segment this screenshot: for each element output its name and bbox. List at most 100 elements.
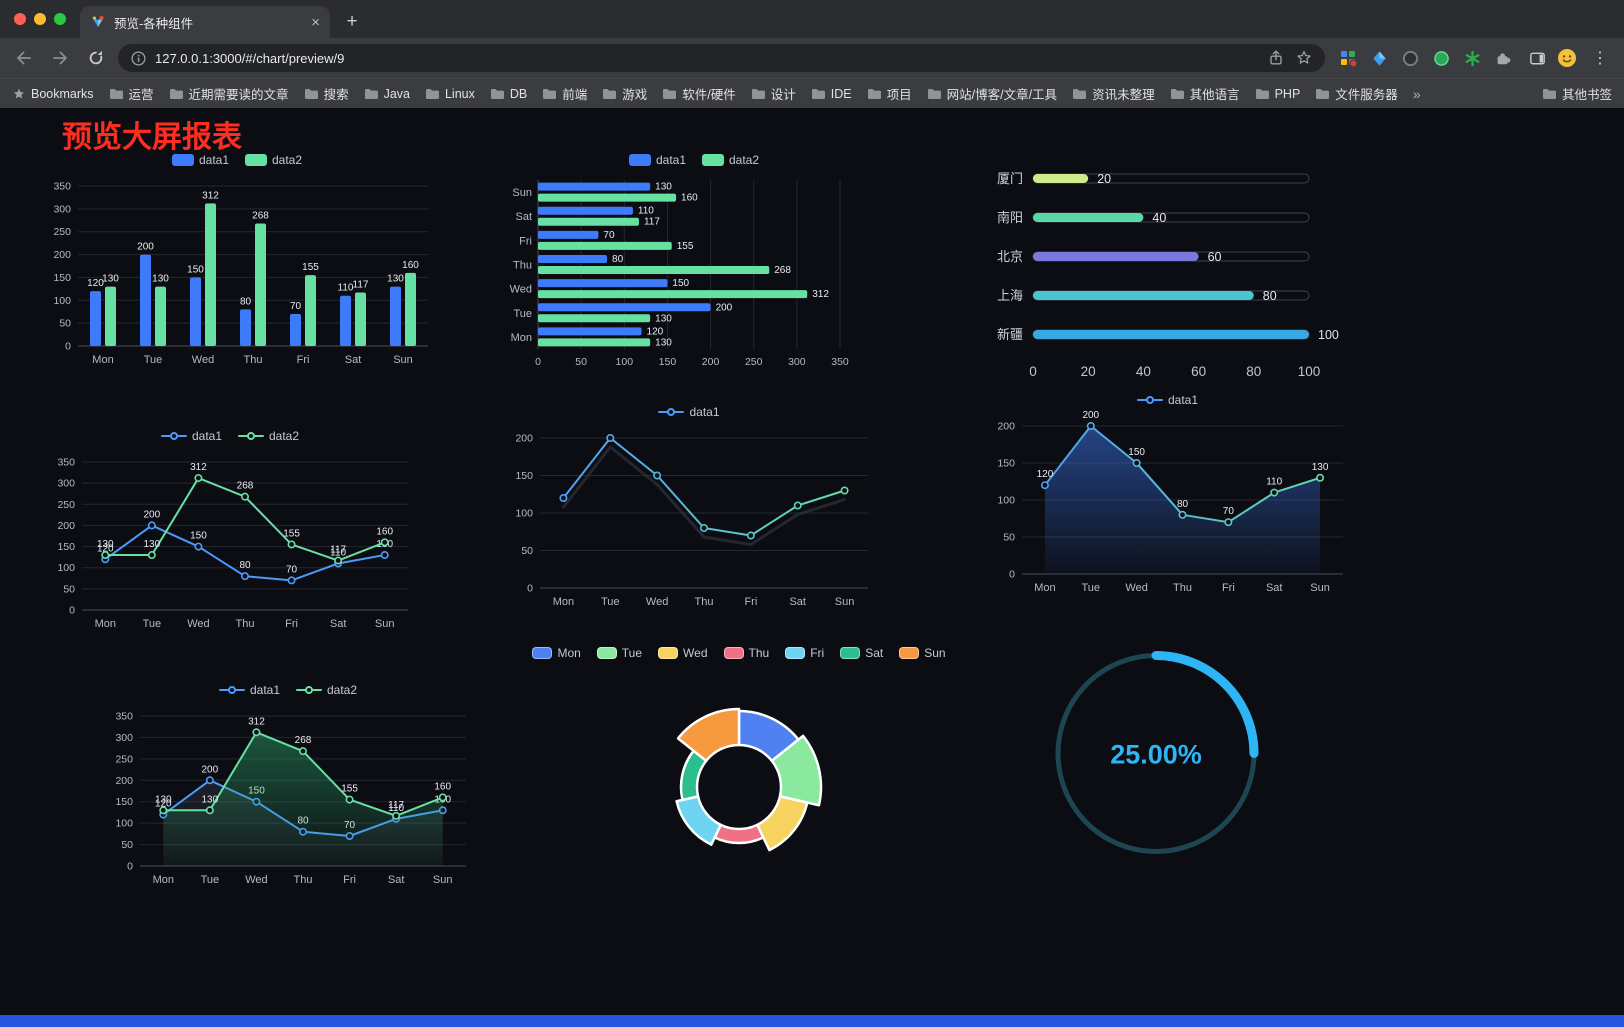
- page-content: 预览大屏报表 data1 data2 0 50 100 150 200 250 300 350 Mo…: [0, 108, 1624, 1027]
- chart-legend: data1: [498, 402, 880, 422]
- svg-text:312: 312: [812, 289, 829, 300]
- reload-button[interactable]: [82, 44, 110, 72]
- bookmark-folder[interactable]: Linux: [425, 87, 475, 101]
- svg-text:Wed: Wed: [187, 618, 209, 630]
- bookmark-folder[interactable]: 近期需要读的文章: [169, 84, 289, 103]
- extension-icon-blue-drop[interactable]: [1368, 47, 1390, 69]
- legend-item[interactable]: Wed: [658, 646, 708, 660]
- legend-item[interactable]: data2: [702, 153, 759, 167]
- svg-text:Thu: Thu: [236, 618, 255, 630]
- svg-text:Sun: Sun: [393, 354, 413, 366]
- legend-item[interactable]: data2: [238, 429, 299, 443]
- folder-icon: [425, 88, 439, 99]
- svg-text:0: 0: [535, 356, 541, 368]
- maximize-window-button[interactable]: [54, 13, 66, 25]
- legend-item[interactable]: Fri: [785, 646, 824, 660]
- bookmark-folder[interactable]: 软件/硬件: [662, 84, 736, 103]
- bookmark-folder[interactable]: 其他语言: [1170, 84, 1240, 103]
- bookmark-folder[interactable]: 前端: [542, 84, 587, 103]
- legend-item[interactable]: data1: [658, 405, 720, 419]
- chart-line-single[interactable]: data1 0 50 100 150 200 Mon Tue Wed Thu Fri Sat Sun: [498, 402, 880, 614]
- bookmark-folder[interactable]: DB: [490, 87, 527, 101]
- bookmark-folder[interactable]: 文件服务器: [1315, 84, 1398, 103]
- profile-avatar[interactable]: [1556, 47, 1578, 69]
- extension-icon-green-circle[interactable]: [1430, 47, 1452, 69]
- legend-item[interactable]: Sun: [899, 646, 946, 660]
- site-info-icon[interactable]: [130, 50, 147, 67]
- bookmark-folder[interactable]: 资讯未整理: [1072, 84, 1155, 103]
- extension-icon-green-star[interactable]: [1461, 47, 1483, 69]
- legend-item[interactable]: data1: [1136, 393, 1198, 407]
- svg-text:70: 70: [290, 301, 302, 312]
- bookmark-folder[interactable]: Java: [364, 87, 410, 101]
- svg-text:Sat: Sat: [515, 211, 532, 223]
- legend-item[interactable]: data1: [628, 153, 686, 167]
- svg-text:200: 200: [702, 356, 720, 368]
- legend-item[interactable]: data1: [218, 683, 280, 697]
- legend-item[interactable]: data1: [160, 429, 222, 443]
- extension-icon-dark-circle[interactable]: [1399, 47, 1421, 69]
- chart-donut-rose[interactable]: Mon Tue Wed Thu Fri Sat Sun: [532, 643, 946, 973]
- svg-text:Tue: Tue: [601, 596, 620, 608]
- share-icon[interactable]: [1267, 49, 1285, 67]
- chart-gauge-progress[interactable]: 25.00%: [1040, 636, 1272, 871]
- legend-item[interactable]: data2: [245, 153, 302, 167]
- tab-close-icon[interactable]: ×: [311, 13, 320, 31]
- legend-item[interactable]: data1: [171, 153, 229, 167]
- svg-text:160: 160: [402, 260, 419, 271]
- address-bar[interactable]: 127.0.0.1:3000/#/chart/preview/9: [118, 44, 1325, 72]
- bookmark-folder[interactable]: 设计: [751, 84, 796, 103]
- extensions-puzzle-icon[interactable]: [1492, 47, 1514, 69]
- svg-text:0: 0: [1029, 364, 1037, 379]
- url-text[interactable]: 127.0.0.1:3000/#/chart/preview/9: [155, 50, 345, 66]
- back-button[interactable]: [10, 44, 38, 72]
- minimize-window-button[interactable]: [34, 13, 46, 25]
- svg-text:110: 110: [330, 547, 346, 558]
- svg-text:130: 130: [387, 274, 404, 285]
- legend-item[interactable]: Mon: [532, 646, 581, 660]
- svg-text:100: 100: [616, 356, 634, 368]
- legend-item[interactable]: Thu: [723, 646, 769, 660]
- forward-button[interactable]: [46, 44, 74, 72]
- bookmark-folder[interactable]: PHP: [1255, 87, 1300, 101]
- chart-line-dual-area[interactable]: data1 data2 0 50 100 150 200 250 300 350 Mon Tue Wed…: [98, 680, 478, 892]
- folder-icon: [1255, 88, 1269, 99]
- svg-text:150: 150: [57, 541, 75, 553]
- bookmark-folder[interactable]: 搜索: [304, 84, 349, 103]
- bookmarks-overflow-chevron[interactable]: »: [1412, 85, 1421, 102]
- bookmark-folder[interactable]: 网站/博客/文章/工具: [927, 84, 1057, 103]
- svg-text:厦门: 厦门: [997, 171, 1023, 186]
- other-bookmarks-folder[interactable]: 其他书签: [1542, 84, 1612, 103]
- close-window-button[interactable]: [14, 13, 26, 25]
- svg-text:70: 70: [1223, 506, 1235, 517]
- svg-text:117: 117: [644, 217, 660, 228]
- chart-capsule-progress[interactable]: 厦门 20 南阳 40 北京 60 上海 80 新疆 100 0 20 40 60 80 100: [985, 156, 1353, 401]
- browser-menu-button[interactable]: ⋮: [1592, 50, 1608, 67]
- bookmarks-root-label: Bookmarks: [31, 86, 94, 101]
- bookmarks-root-item[interactable]: Bookmarks: [12, 87, 94, 101]
- footer-accent-bar: [0, 1015, 1624, 1027]
- sidebar-toggle-icon[interactable]: [1526, 47, 1548, 69]
- bookmark-folder[interactable]: 运营: [109, 84, 154, 103]
- new-tab-button[interactable]: +: [346, 11, 358, 32]
- bookmark-folder[interactable]: IDE: [811, 87, 852, 101]
- chart-line-dual[interactable]: data1 data2 0 50 100 150 200 250 300 350 Mon Tue Wed…: [40, 426, 420, 636]
- legend-item[interactable]: Tue: [596, 646, 642, 660]
- svg-text:110: 110: [338, 283, 354, 294]
- svg-text:0: 0: [127, 861, 133, 873]
- legend-item[interactable]: Sat: [840, 646, 883, 660]
- svg-text:60: 60: [1191, 364, 1206, 379]
- bookmark-folder[interactable]: 游戏: [602, 84, 647, 103]
- chart-grouped-bar[interactable]: data1 data2 0 50 100 150 200 250 300 350 Mon Tue Wed…: [36, 150, 438, 372]
- browser-tab[interactable]: 预览-各种组件 ×: [80, 6, 330, 38]
- chart-legend: data1: [980, 390, 1355, 410]
- svg-text:50: 50: [575, 356, 587, 368]
- chart-line-area[interactable]: data1 0 50 100 150 200 Mon Tue Wed Thu Fri Sat Sun 12…: [980, 390, 1355, 600]
- extension-icon-grid[interactable]: [1337, 47, 1359, 69]
- bookmark-folder[interactable]: 项目: [867, 84, 912, 103]
- bookmark-star-icon[interactable]: [1295, 49, 1313, 67]
- svg-text:Sun: Sun: [433, 874, 453, 886]
- tab-favicon: [92, 16, 104, 27]
- legend-item[interactable]: data2: [296, 683, 357, 697]
- chart-horizontal-bar[interactable]: data1 data2 0 50 100 150 200 250 300 350 Mon Tue Wed…: [498, 150, 890, 375]
